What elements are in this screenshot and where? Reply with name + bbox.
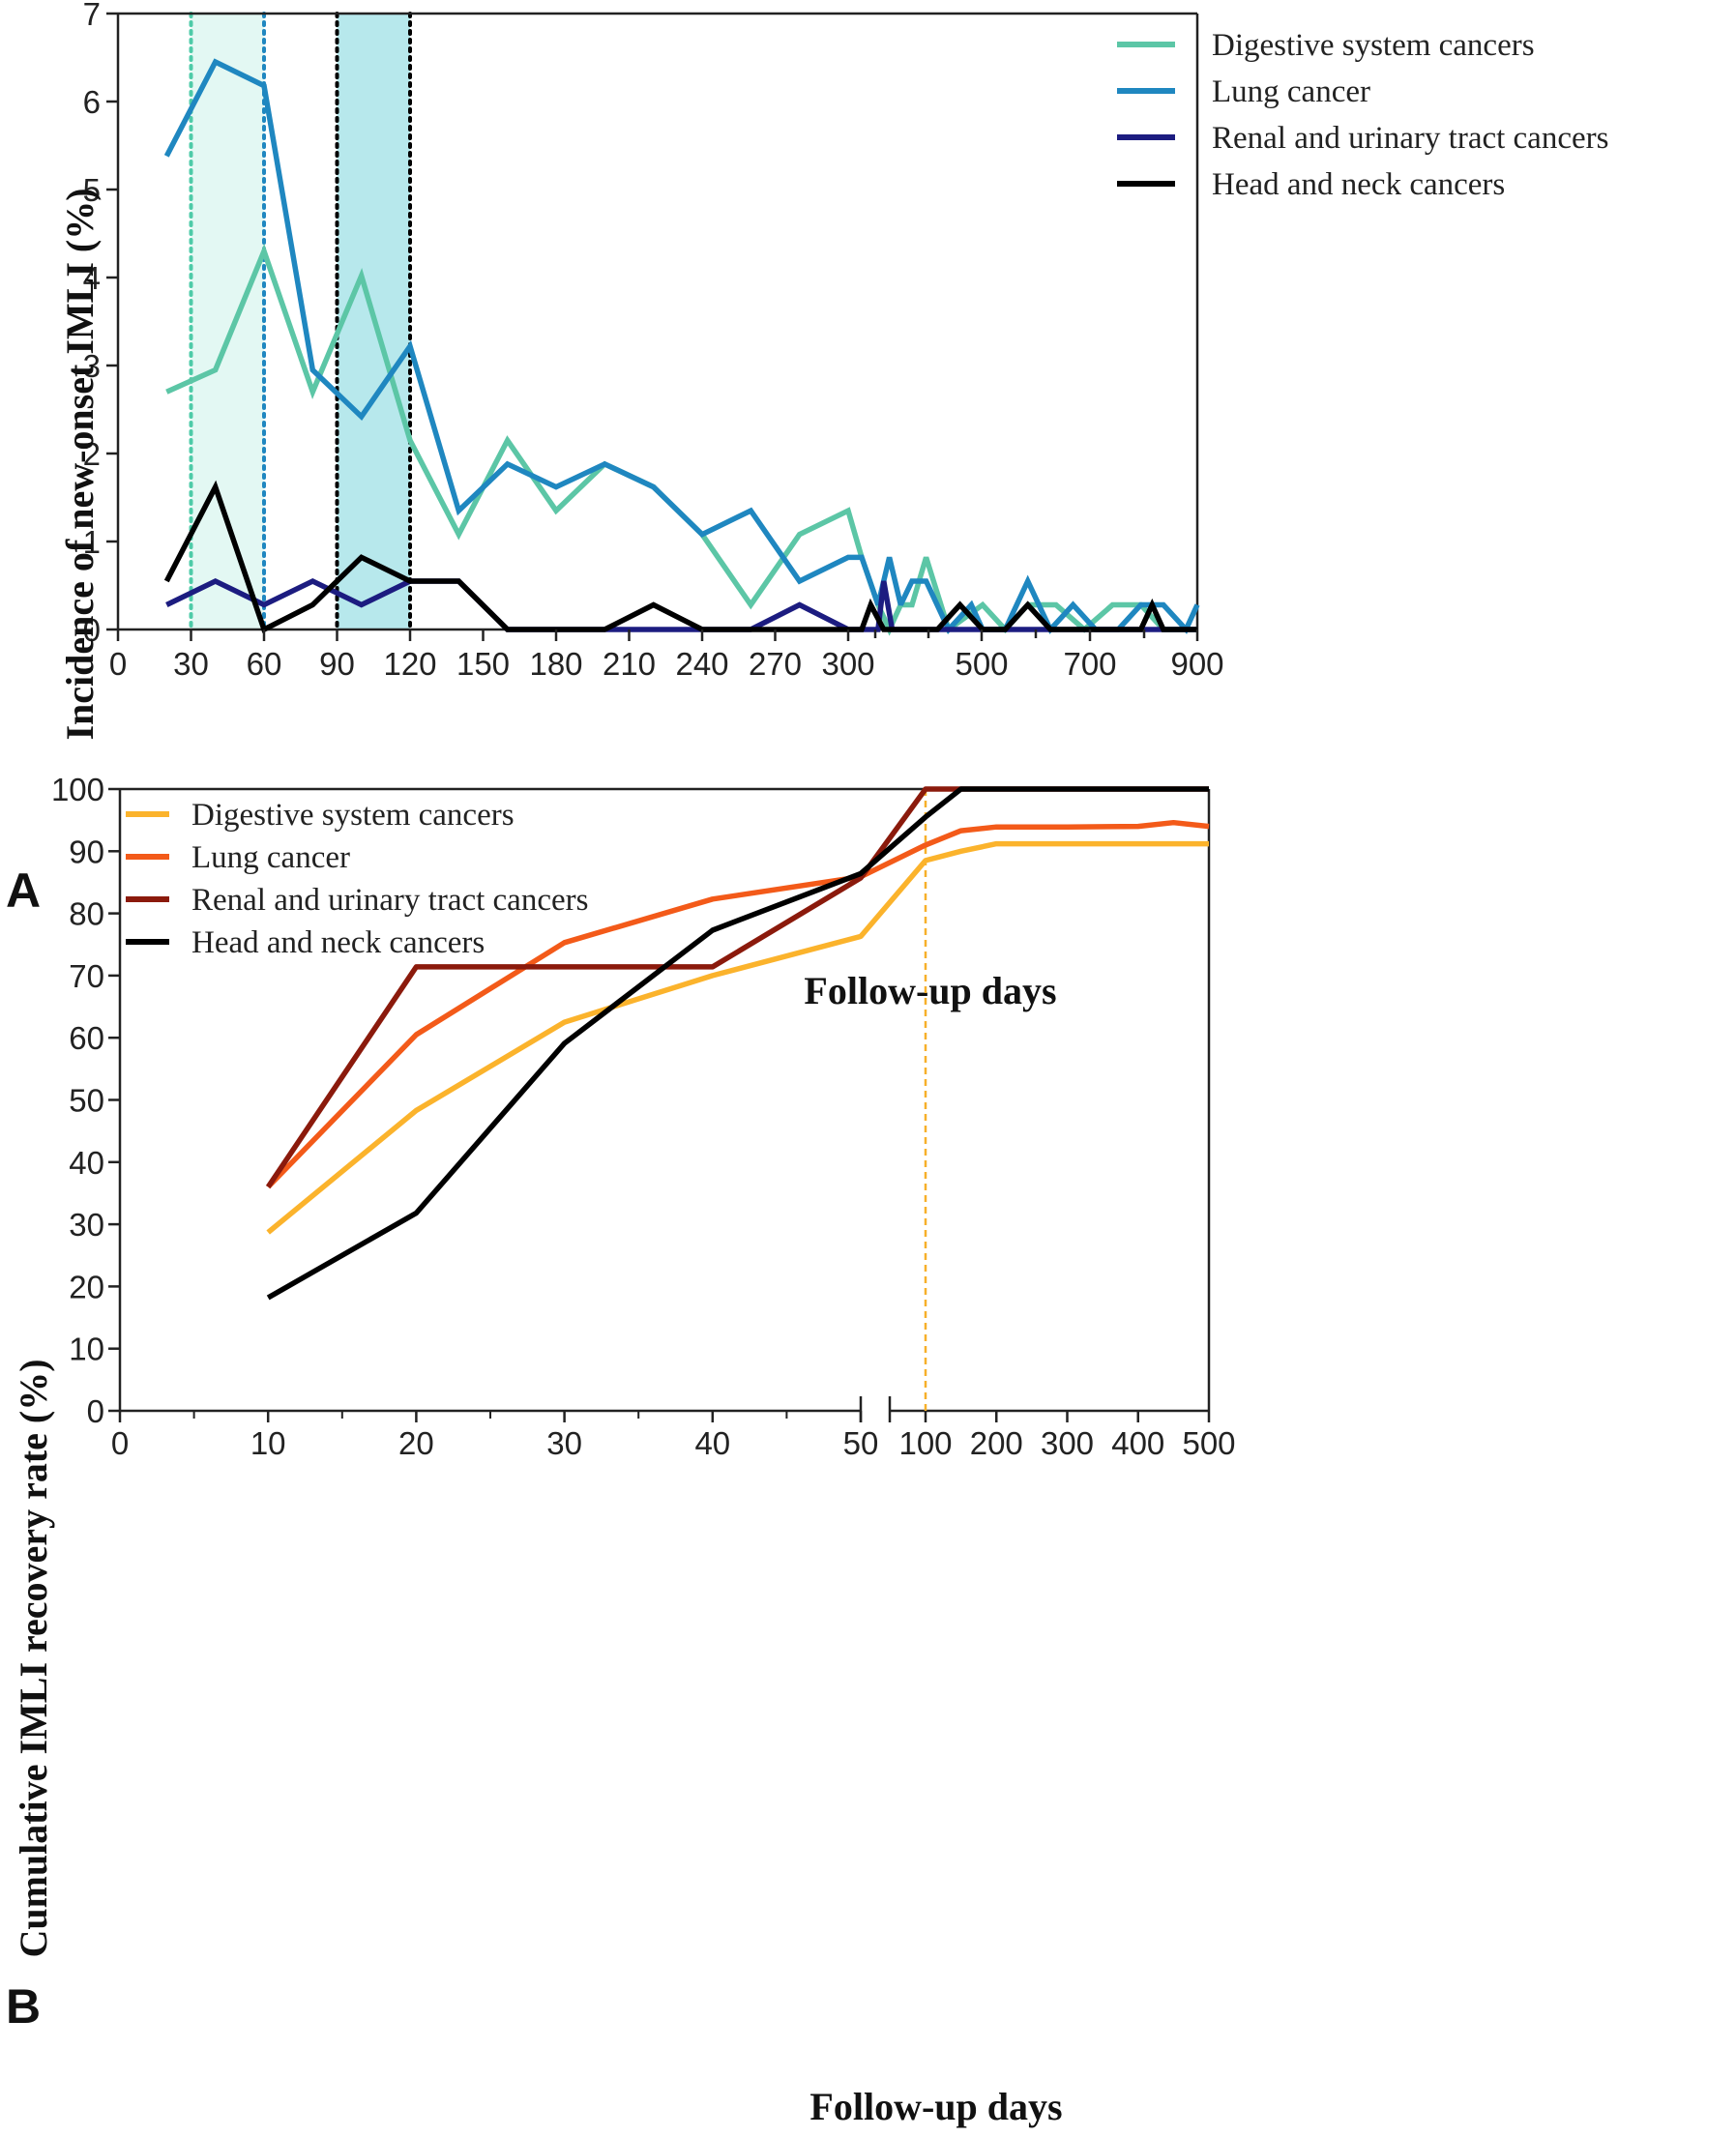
x-tick-label: 700 — [1063, 646, 1116, 682]
panel-b-ticks: 0 10 20 30 40 50 60 70 80 90 100 0 10 20 30 40 50 100 200 3… — [51, 772, 1236, 1461]
x-tick-label: 10 — [250, 1425, 286, 1461]
panel-b: 0 10 20 30 40 50 60 70 80 90 100 0 10 20 30 40 50 100 200 3… — [6, 772, 1236, 2128]
x-tick-label: 500 — [955, 646, 1008, 682]
y-tick-label: 10 — [69, 1332, 104, 1367]
y-tick-label: 3 — [83, 348, 101, 384]
y-tick-label: 6 — [83, 84, 101, 120]
series-line-head-and-neck-cancers — [266, 786, 1209, 1301]
legend-label-digestive-system-cancers: Digestive system cancers — [1212, 28, 1535, 63]
y-tick-label: 50 — [69, 1083, 104, 1119]
panel-b-letter: B — [6, 1979, 41, 2034]
panel-a-ticks: 0 1 2 3 4 5 6 7 0 30 60 90 120 150 180 210 240 270 300 500 7… — [83, 0, 1224, 682]
x-tick-label: 100 — [898, 1425, 952, 1461]
panel-a-axes — [116, 12, 1199, 631]
y-tick-label: 100 — [51, 772, 104, 807]
x-tick-label: 200 — [970, 1425, 1023, 1461]
legend-label-lung-cancer: Lung cancer — [1212, 74, 1370, 109]
x-tick-label: 40 — [694, 1425, 730, 1461]
panel-a-series — [163, 58, 1200, 636]
x-tick-label: 90 — [319, 646, 355, 682]
legend-label-digestive-system-cancers: Digestive system cancers — [191, 798, 515, 833]
panel-a-legend: Digestive system cancers Lung cancer Renal… — [1117, 28, 1608, 202]
x-tick-label: 30 — [173, 646, 209, 682]
panel-b-legend: Digestive system cancers Lung cancer Renal… — [126, 798, 588, 960]
highlight-band-30-60 — [191, 14, 264, 629]
panel-b-x-axis-title: Follow-up days — [809, 2085, 1062, 2128]
x-tick-label: 0 — [111, 1425, 129, 1461]
y-tick-label: 80 — [69, 896, 104, 932]
x-tick-label: 50 — [843, 1425, 879, 1461]
x-tick-label: 60 — [247, 646, 282, 682]
panel-a-y-axis-title: Incidence of new-onset IMLI (%) — [58, 188, 102, 740]
series-line-lung-cancer — [163, 58, 1200, 634]
panel-b-y-axis-title: Cumulative IMLI recovery rate (%) — [12, 1359, 55, 1957]
y-tick-label: 1 — [83, 524, 101, 560]
y-tick-label: 70 — [69, 958, 104, 994]
y-tick-label: 7 — [83, 0, 101, 32]
y-tick-label: 5 — [83, 172, 101, 208]
x-tick-label: 240 — [675, 646, 728, 682]
x-tick-label: 120 — [383, 646, 436, 682]
legend-label-head-and-neck-cancers: Head and neck cancers — [1212, 167, 1505, 202]
y-tick-label: 0 — [87, 1393, 104, 1429]
x-tick-label: 500 — [1182, 1425, 1235, 1461]
series-line-head-and-neck-cancers — [163, 480, 1197, 633]
x-tick-label: 20 — [398, 1425, 434, 1461]
x-tick-label: 900 — [1170, 646, 1223, 682]
panel-a-letter: A — [6, 864, 41, 918]
y-tick-label: 90 — [69, 834, 104, 869]
x-tick-label: 150 — [456, 646, 510, 682]
x-tick-label: 270 — [749, 646, 802, 682]
y-tick-label: 30 — [69, 1207, 104, 1243]
series-line-renal-and-urinary-tract-cancers — [265, 786, 1209, 1189]
series-line-digestive-system-cancers — [266, 840, 1209, 1235]
y-tick-label: 2 — [83, 436, 101, 472]
y-tick-label: 60 — [69, 1020, 104, 1056]
y-tick-label: 20 — [69, 1269, 104, 1304]
legend-label-lung-cancer: Lung cancer — [191, 840, 350, 875]
x-tick-label: 210 — [603, 646, 656, 682]
x-tick-label: 300 — [821, 646, 874, 682]
y-tick-label: 0 — [83, 612, 101, 648]
y-tick-label: 40 — [69, 1145, 104, 1181]
series-line-lung-cancer — [266, 819, 1210, 1189]
legend-label-head-and-neck-cancers: Head and neck cancers — [191, 925, 485, 960]
x-tick-label: 180 — [529, 646, 582, 682]
panel-b-series — [265, 786, 1210, 1301]
legend-label-renal-and-urinary-tract-cancers: Renal and urinary tract cancers — [1212, 121, 1608, 156]
x-tick-label: 30 — [546, 1425, 582, 1461]
x-tick-label: 400 — [1111, 1425, 1164, 1461]
x-tick-label: 0 — [109, 646, 127, 682]
series-line-digestive-system-cancers — [165, 243, 1197, 636]
y-tick-label: 4 — [83, 260, 101, 296]
x-tick-label: 300 — [1041, 1425, 1094, 1461]
panel-a-x-axis-title: Follow-up days — [804, 969, 1056, 1012]
legend-label-renal-and-urinary-tract-cancers: Renal and urinary tract cancers — [191, 883, 588, 918]
